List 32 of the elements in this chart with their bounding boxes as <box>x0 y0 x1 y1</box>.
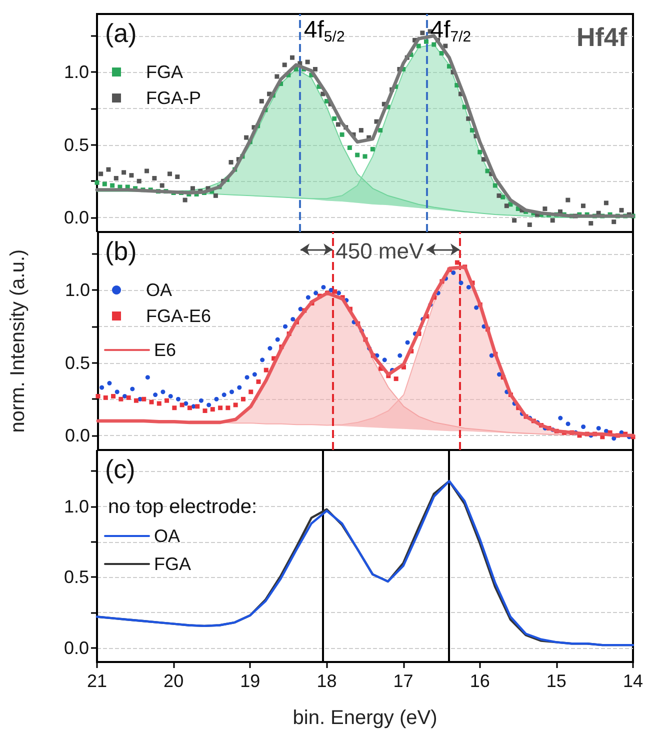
annotation: (c) <box>105 454 136 484</box>
x-axis-title: bin. Energy (eV) <box>292 707 438 729</box>
y-tick-label: 1.0 <box>64 496 89 517</box>
y-tick-label: 0.5 <box>64 352 90 373</box>
y-tick-label: 0.5 <box>64 134 89 155</box>
x-tick-label: 17 <box>393 671 414 691</box>
y-tick-label: 0.0 <box>64 425 90 446</box>
x-tick-label: 18 <box>316 671 337 691</box>
y-tick-label: 0.5 <box>64 567 89 588</box>
x-tick-label: 15 <box>546 671 566 691</box>
x-tick-label: 19 <box>240 671 260 691</box>
legend-label: FGA-E6 <box>146 306 212 326</box>
legend-title: no top electrode: <box>108 496 257 518</box>
y-tick-label: 0.0 <box>64 638 89 658</box>
annotation: (b) <box>105 236 137 266</box>
x-tick-label: 20 <box>164 671 184 691</box>
x-tick-label: 21 <box>86 671 108 691</box>
y-tick-label: 1.0 <box>64 280 90 300</box>
legend-label: E6 <box>154 340 176 360</box>
legend-label: FGA <box>146 62 184 82</box>
x-tick-label: 16 <box>470 671 490 691</box>
y-tick-label: 1.0 <box>64 62 89 82</box>
annotation: (a) <box>105 18 137 48</box>
legend-label: FGA <box>154 554 192 574</box>
x-tick-label: 14 <box>622 671 644 691</box>
annotation: 450 meV <box>336 238 424 264</box>
y-tick-label: 0.0 <box>64 207 89 228</box>
legend-label: FGA-P <box>146 88 202 108</box>
annotation: Hf4f <box>576 22 628 52</box>
y-axis-title: norm. Intensity (a.u.) <box>7 249 29 433</box>
legend-label: OA <box>154 526 180 546</box>
legend-label: OA <box>146 280 172 300</box>
